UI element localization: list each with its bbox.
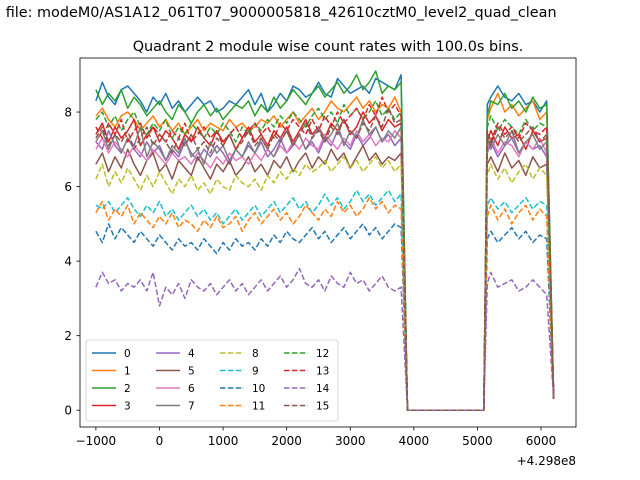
legend-label-3: 3: [124, 400, 131, 412]
legend-label-12: 12: [316, 348, 329, 360]
legend-label-2: 2: [124, 383, 131, 395]
y-tick-label: 0: [64, 404, 72, 418]
legend-label-11: 11: [252, 400, 265, 412]
legend-box: [85, 339, 339, 422]
y-tick-label: 4: [64, 255, 72, 269]
x-tick-label: 4000: [399, 434, 430, 448]
x-tick-label: 2000: [271, 434, 302, 448]
x-tick-label: 5000: [462, 434, 493, 448]
series-line-15: [95, 107, 555, 411]
legend-label-6: 6: [188, 383, 195, 395]
legend-label-4: 4: [188, 348, 195, 360]
y-tick-label: 8: [64, 106, 72, 120]
x-tick-label: 3000: [335, 434, 366, 448]
series-line-14: [95, 267, 555, 411]
legend-label-9: 9: [252, 365, 259, 377]
legend-label-10: 10: [252, 383, 265, 395]
legend-label-1: 1: [124, 365, 131, 377]
legend-label-13: 13: [316, 365, 329, 377]
x-tick-label: 1000: [208, 434, 239, 448]
x-tick-label: 6000: [526, 434, 557, 448]
legend-label-15: 15: [316, 400, 329, 412]
legend-label-14: 14: [316, 383, 330, 395]
axis-layer: −1000 0 1000 2000 3000 4000 5000 6000 0 2 4 6 8: [64, 106, 556, 448]
legend-label-8: 8: [252, 348, 259, 360]
x-tick-label: −1000: [76, 434, 117, 448]
x-tick-label: 0: [156, 434, 164, 448]
series-line-11: [95, 197, 555, 411]
legend-label-7: 7: [188, 400, 195, 412]
figure-suptitle: n file: modeM0/AS1A12_061T07_9000005818_…: [0, 5, 557, 21]
legend-label-5: 5: [188, 365, 195, 377]
plot-frame: [79, 57, 577, 428]
y-tick-label: 2: [64, 329, 72, 343]
legend-label-0: 0: [124, 348, 131, 360]
series-layer: [95, 70, 555, 411]
x-axis-offset-label: +4.298e8: [517, 454, 576, 468]
y-tick-label: 6: [64, 180, 72, 194]
chart-title: Quadrant 2 module wise count rates with …: [133, 39, 524, 55]
